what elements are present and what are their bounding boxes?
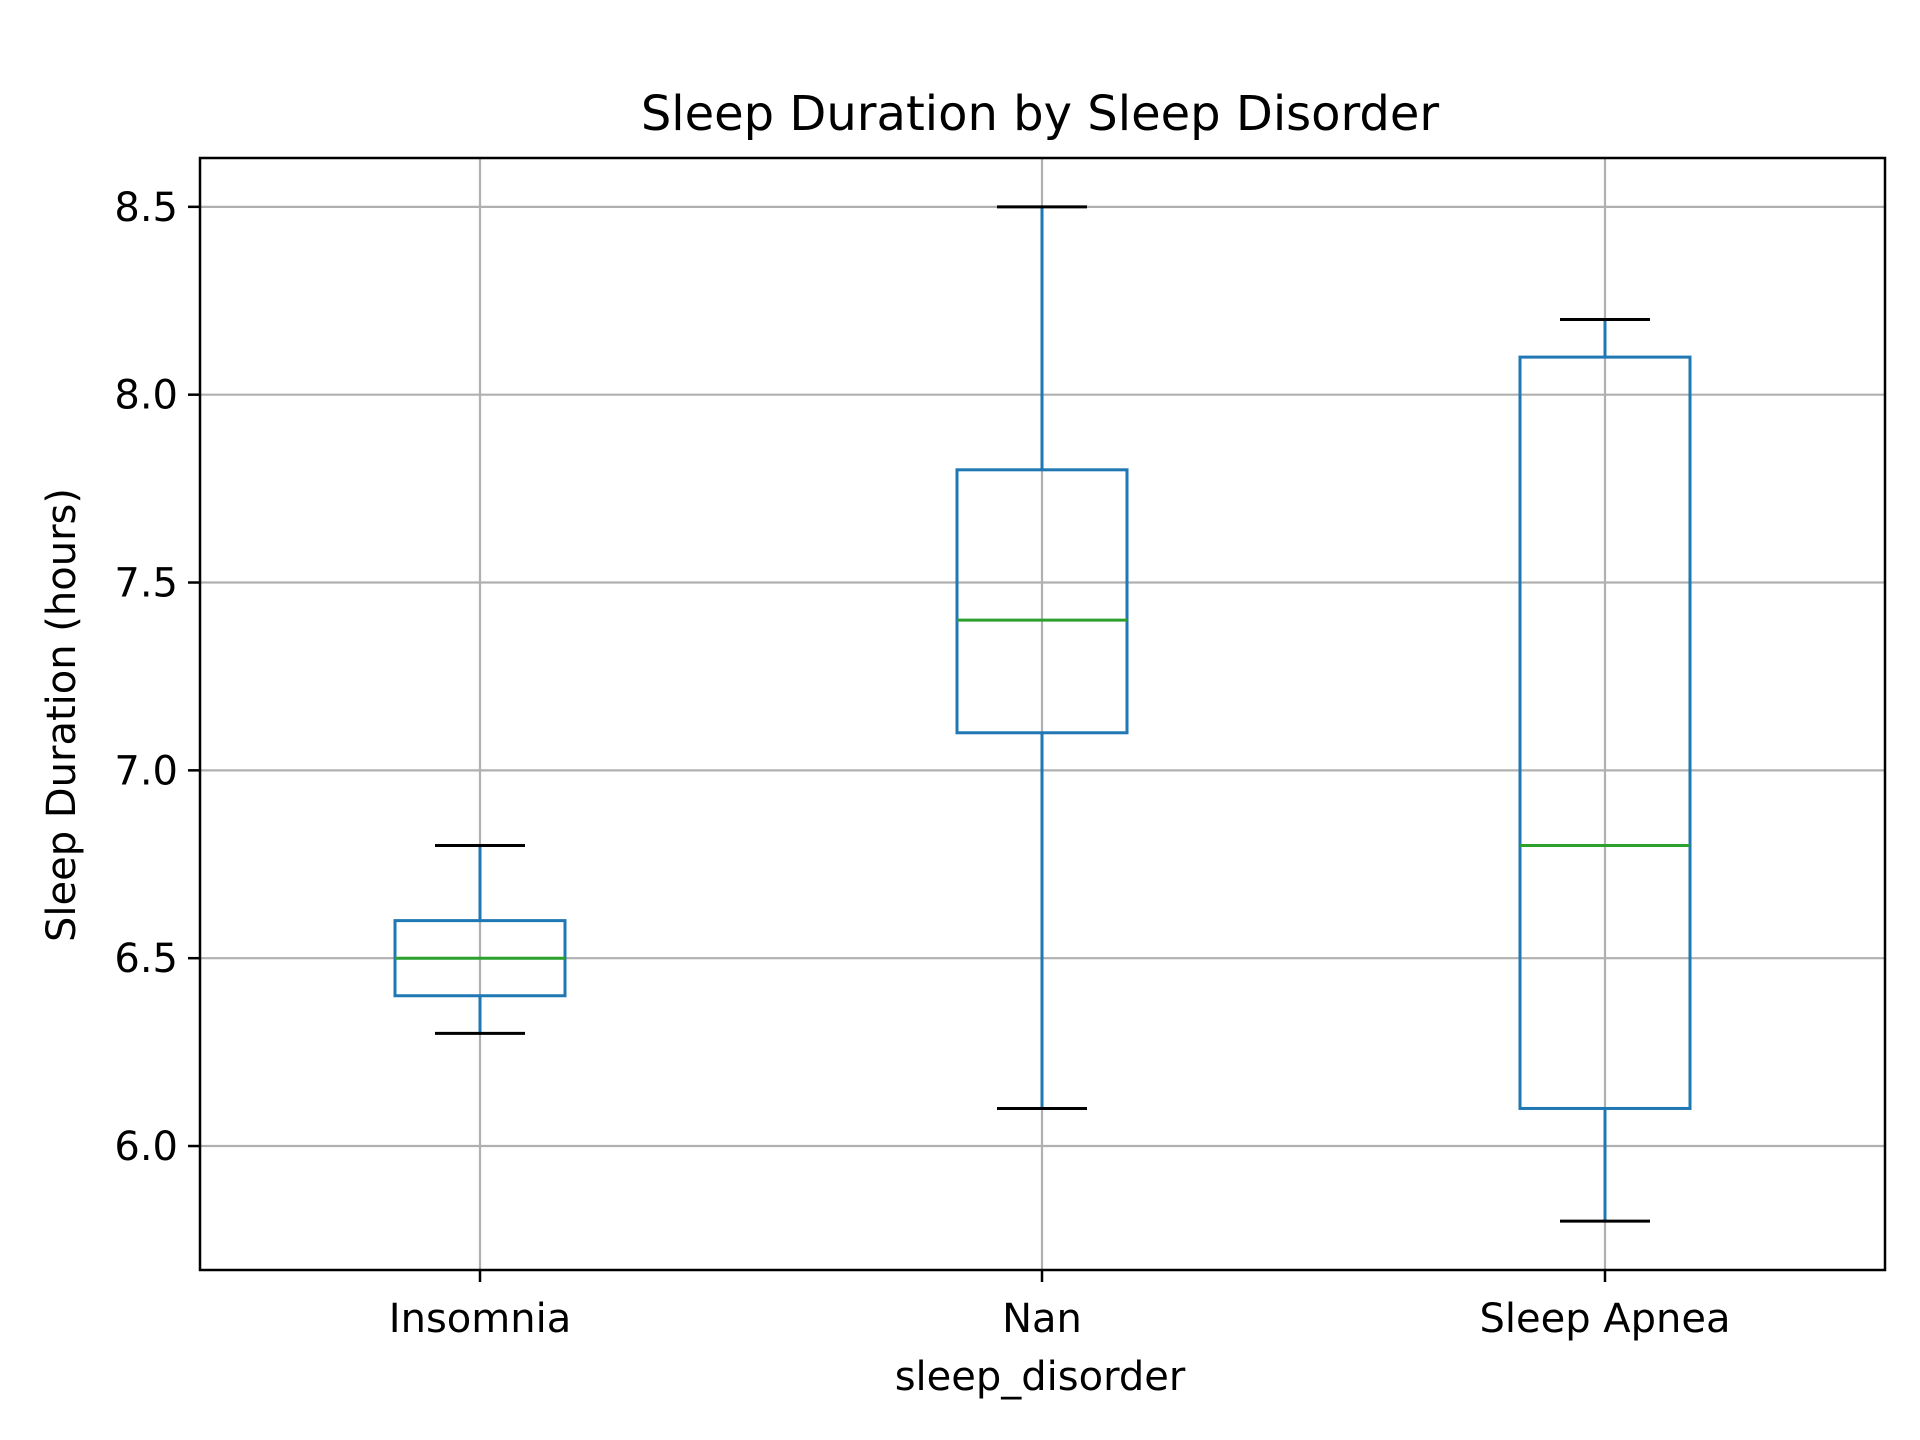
x-tick-label: Insomnia	[389, 1296, 571, 1342]
y-tick-label: 6.0	[114, 1124, 178, 1170]
box-iqr	[1518, 355, 1692, 1110]
x-tick-label: Sleep Apnea	[1479, 1296, 1730, 1342]
y-tick-label: 6.5	[114, 936, 178, 982]
y-tick-label: 7.0	[114, 748, 178, 794]
chart-title: Sleep Duration by Sleep Disorder	[641, 86, 1440, 142]
y-tick-label: 8.0	[114, 373, 178, 419]
plot-area: 6.0 6.5 7.0 7.5 8.0 8.5 Insomnia Nan Sleep Apnea	[114, 156, 1887, 1342]
x-axis-label: sleep_disorder	[895, 1354, 1186, 1400]
y-axis-label: Sleep Duration (hours)	[39, 488, 85, 942]
y-tick-label: 7.5	[114, 561, 178, 607]
x-tick-label: Nan	[1002, 1296, 1082, 1342]
y-tick-label: 8.5	[114, 185, 178, 231]
box-iqr	[955, 468, 1129, 735]
